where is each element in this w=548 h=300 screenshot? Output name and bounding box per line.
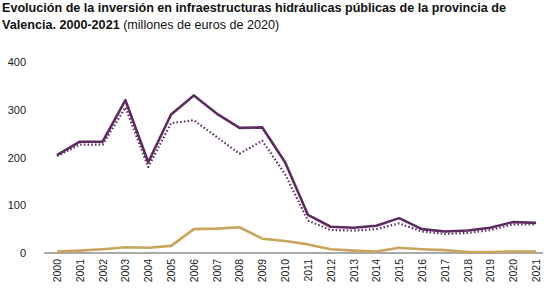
y-tick-label: 100: [8, 199, 26, 211]
x-tick-label: 2017: [439, 259, 451, 283]
x-tick-label: 2005: [165, 259, 177, 283]
chart: 0 100 200 300 400 2000 2001 2002 2003 2004 2005 200…: [0, 0, 548, 300]
x-tick-label: 2021: [530, 259, 542, 283]
x-tick-label: 2019: [484, 259, 496, 283]
x-tick-label: 2004: [142, 259, 154, 283]
x-tick-label: 2020: [507, 259, 519, 283]
x-tick-label: 2002: [97, 259, 109, 283]
y-tick-label: 0: [20, 247, 26, 259]
y-tick-label: 200: [8, 152, 26, 164]
x-tick-label: 2007: [211, 259, 223, 283]
subtitle: (millones de euros de 2020): [123, 18, 279, 32]
title-box: Evolución de la inversión en infraestruc…: [2, 0, 548, 34]
x-tick-label: 2000: [51, 259, 63, 283]
x-tick-label: 2018: [462, 259, 474, 283]
y-tick-label: 400: [8, 56, 26, 68]
x-tick-label: 2006: [188, 259, 200, 283]
x-tick-label: 2001: [74, 259, 86, 283]
x-tick-label: 2009: [256, 259, 268, 283]
y-tick-label: 300: [8, 104, 26, 116]
x-tick-label: 2010: [279, 259, 291, 283]
x-tick-label: 2016: [416, 259, 428, 283]
line-series: [57, 95, 536, 231]
x-tick-label: 2003: [119, 259, 131, 283]
series-group: [57, 95, 536, 252]
x-tick-label: 2011: [302, 259, 314, 282]
x-tick-label: 2013: [348, 259, 360, 283]
x-tick-label: 2008: [233, 259, 245, 283]
line-series: [57, 107, 536, 234]
x-tick-label: 2014: [370, 259, 382, 283]
x-tick-label: 2012: [325, 259, 337, 283]
x-tick-label: 2015: [393, 259, 405, 283]
